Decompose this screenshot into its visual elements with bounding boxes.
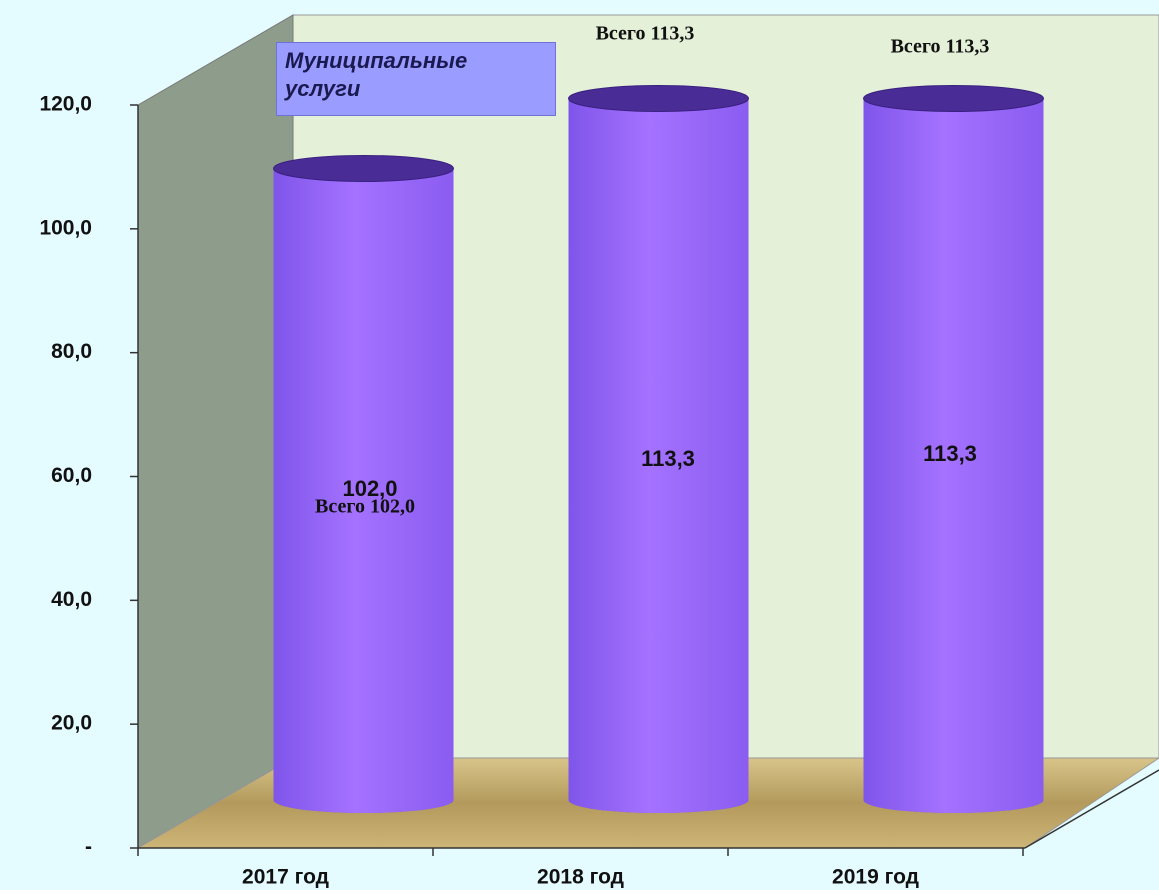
value-label: 102,0 — [342, 476, 397, 501]
x-tick-label: 2019 год — [832, 866, 919, 889]
y-tick-label: 80,0 — [51, 340, 92, 363]
y-tick-label: - — [85, 836, 92, 859]
legend: Муниципальные услуги — [276, 42, 556, 116]
y-tick-label: 60,0 — [51, 464, 92, 487]
annotation: Всего 113,3 — [596, 23, 695, 45]
y-tick-label: 20,0 — [51, 712, 92, 735]
value-label: 113,3 — [923, 441, 977, 466]
annotation: Всего 102,0 — [315, 496, 415, 518]
bar-top — [568, 84, 749, 112]
side-wall — [137, 14, 294, 849]
value-label: 113,3 — [641, 446, 695, 471]
x-tick-label: 2018 год — [537, 866, 624, 889]
annotation: Всего 113,3 — [891, 36, 990, 58]
bar — [863, 98, 1044, 813]
y-tick-label: 40,0 — [51, 588, 92, 611]
bar — [568, 98, 749, 813]
x-tick-label: 2017 год — [242, 866, 329, 889]
bar-top — [863, 84, 1044, 112]
bar — [273, 168, 454, 813]
bar-top — [273, 154, 454, 182]
floor-edge — [1024, 769, 1159, 849]
y-tick-label: 100,0 — [39, 216, 92, 239]
y-tick-label: 120,0 — [39, 93, 92, 116]
